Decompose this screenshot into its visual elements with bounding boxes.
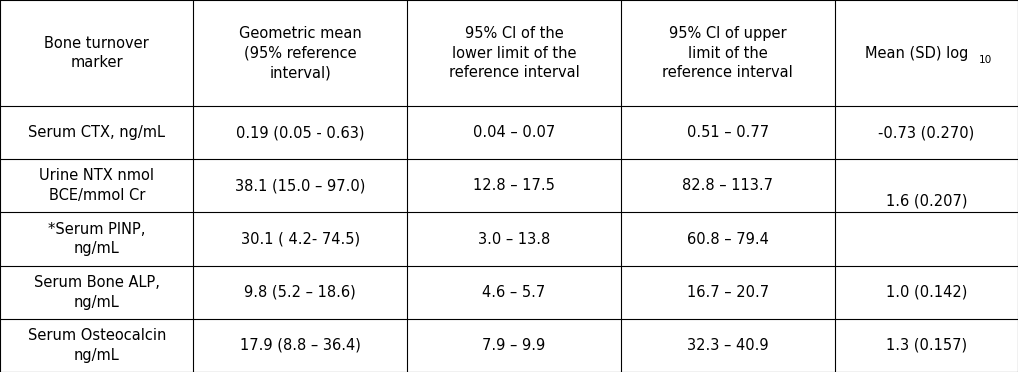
Text: Serum Osteocalcin
ng/mL: Serum Osteocalcin ng/mL bbox=[27, 328, 166, 363]
Text: -0.73 (0.270): -0.73 (0.270) bbox=[879, 125, 974, 140]
Text: 82.8 – 113.7: 82.8 – 113.7 bbox=[682, 178, 774, 193]
Text: 32.3 – 40.9: 32.3 – 40.9 bbox=[687, 338, 769, 353]
Text: 0.04 – 0.07: 0.04 – 0.07 bbox=[473, 125, 555, 140]
Text: Geometric mean
(95% reference
interval): Geometric mean (95% reference interval) bbox=[239, 26, 361, 80]
Text: Serum CTX, ng/mL: Serum CTX, ng/mL bbox=[29, 125, 165, 140]
Text: 9.8 (5.2 – 18.6): 9.8 (5.2 – 18.6) bbox=[244, 285, 356, 300]
Text: 17.9 (8.8 – 36.4): 17.9 (8.8 – 36.4) bbox=[240, 338, 360, 353]
Text: 38.1 (15.0 – 97.0): 38.1 (15.0 – 97.0) bbox=[235, 178, 365, 193]
Text: 1.3 (0.157): 1.3 (0.157) bbox=[886, 338, 967, 353]
Text: 7.9 – 9.9: 7.9 – 9.9 bbox=[483, 338, 546, 353]
Text: Mean (SD) log: Mean (SD) log bbox=[864, 45, 968, 61]
Text: Urine NTX nmol
BCE/mmol Cr: Urine NTX nmol BCE/mmol Cr bbox=[40, 169, 154, 203]
Text: 3.0 – 13.8: 3.0 – 13.8 bbox=[478, 231, 550, 247]
Text: *Serum PINP,
ng/mL: *Serum PINP, ng/mL bbox=[48, 222, 146, 256]
Text: 10: 10 bbox=[978, 55, 993, 65]
Text: 12.8 – 17.5: 12.8 – 17.5 bbox=[473, 178, 555, 193]
Text: 0.19 (0.05 - 0.63): 0.19 (0.05 - 0.63) bbox=[236, 125, 364, 140]
Text: 95% CI of upper
limit of the
reference interval: 95% CI of upper limit of the reference i… bbox=[663, 26, 793, 80]
Text: 1.0 (0.142): 1.0 (0.142) bbox=[886, 285, 967, 300]
Text: 30.1 ( 4.2- 74.5): 30.1 ( 4.2- 74.5) bbox=[240, 231, 360, 247]
Text: 60.8 – 79.4: 60.8 – 79.4 bbox=[687, 231, 769, 247]
Text: Bone turnover
marker: Bone turnover marker bbox=[45, 36, 149, 70]
Text: 4.6 – 5.7: 4.6 – 5.7 bbox=[483, 285, 546, 300]
Text: 16.7 – 20.7: 16.7 – 20.7 bbox=[687, 285, 769, 300]
Text: 0.51 – 0.77: 0.51 – 0.77 bbox=[687, 125, 769, 140]
Text: 95% CI of the
lower limit of the
reference interval: 95% CI of the lower limit of the referen… bbox=[449, 26, 579, 80]
Text: Serum Bone ALP,
ng/mL: Serum Bone ALP, ng/mL bbox=[34, 275, 160, 310]
Text: 1.6 (0.207): 1.6 (0.207) bbox=[886, 193, 967, 208]
